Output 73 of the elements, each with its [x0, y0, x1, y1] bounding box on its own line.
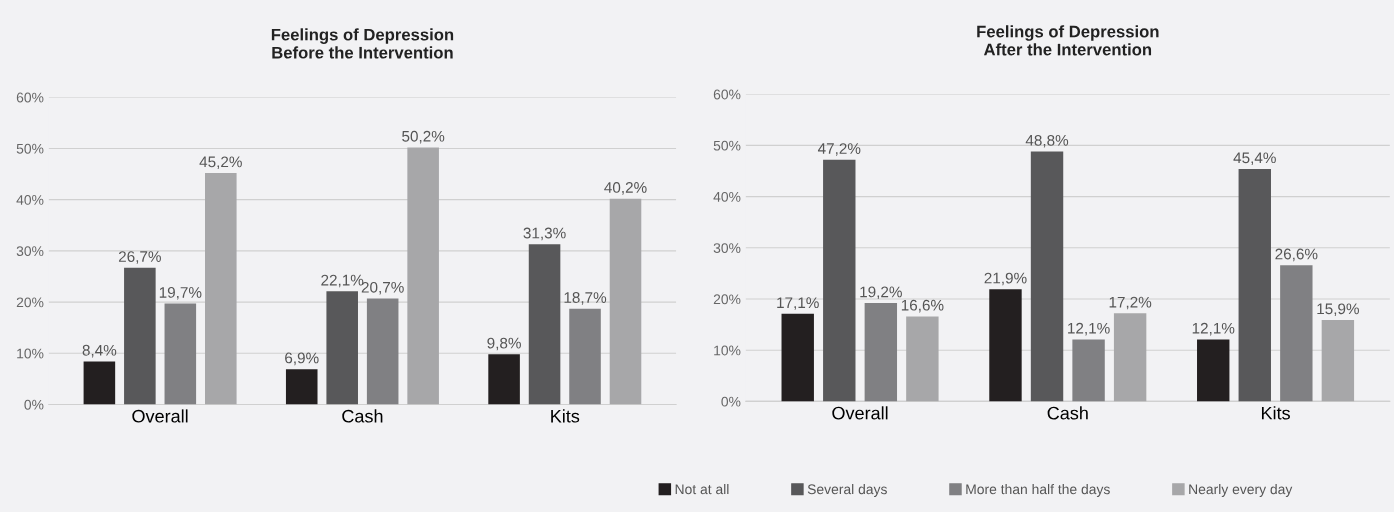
data-label: 47,2% [817, 143, 861, 156]
bar [366, 298, 399, 405]
bar [1280, 265, 1313, 402]
data-label: 17,2% [1109, 296, 1152, 310]
bar [528, 244, 561, 405]
y-tick-label: 60% [713, 89, 741, 100]
bar [609, 198, 642, 405]
data-label: 17,1% [777, 297, 819, 310]
y-tick-label: 50% [713, 140, 741, 151]
legend-label: More than half the days [966, 483, 1110, 497]
legend-label: Not at all [675, 483, 729, 495]
data-label: 45,2% [199, 156, 242, 170]
bar [83, 361, 116, 405]
bar [205, 173, 237, 405]
data-label: 12,1% [1068, 322, 1110, 336]
data-label: 19,2% [860, 286, 902, 300]
x-tick-label: Cash [1047, 406, 1088, 420]
legend-label: Several days [807, 483, 887, 497]
x-tick-label: Kits [1261, 406, 1290, 420]
data-label: 6,9% [285, 352, 319, 366]
data-label: 12,1% [1192, 322, 1235, 336]
bar [326, 291, 358, 405]
y-tick-label: 60% [16, 92, 44, 103]
bar [285, 369, 318, 405]
y-tick-label: 40% [16, 195, 44, 205]
data-label: 40,2% [604, 182, 647, 195]
y-tick-label: 50% [16, 143, 44, 154]
data-label: 22,1% [321, 274, 364, 288]
data-label: 19,7% [159, 287, 202, 300]
data-label: 8,4% [82, 344, 117, 358]
y-tick-label: 20% [16, 297, 44, 308]
bar [906, 316, 939, 402]
bar [1197, 339, 1230, 402]
y-tick-label: 10% [714, 345, 741, 356]
data-label: 21,9% [984, 272, 1027, 286]
x-tick-label: Kits [551, 409, 580, 423]
y-tick-label: 30% [16, 246, 44, 257]
bar [407, 147, 439, 405]
data-label: 45,4% [1233, 152, 1276, 165]
bar [781, 313, 814, 402]
legend-label: Nearly every day [1189, 483, 1293, 497]
chart-title: Feelings of Depression Before the Intervention [271, 28, 454, 59]
bar [1238, 168, 1271, 402]
bar [989, 289, 1022, 402]
data-label: 26,7% [118, 251, 161, 264]
data-label: 9,8% [487, 337, 521, 351]
bar [1113, 313, 1147, 402]
data-label: 48,8% [1025, 134, 1069, 148]
y-tick-label: 40% [713, 191, 741, 202]
y-tick-label: 30% [713, 243, 741, 253]
data-label: 16,6% [901, 299, 944, 313]
data-label: 18,7% [564, 292, 607, 305]
bar [1321, 320, 1355, 402]
bar [823, 159, 856, 402]
x-tick-label: Overall [132, 409, 188, 423]
bar [569, 308, 601, 405]
bar [1072, 339, 1105, 402]
bar [124, 267, 156, 405]
bar [164, 303, 197, 405]
bar [864, 303, 898, 402]
data-label: 31,3% [523, 227, 566, 241]
y-tick-label: 0% [24, 399, 44, 410]
x-tick-label: Overall [832, 406, 888, 420]
y-tick-label: 0% [721, 396, 741, 407]
data-label: 15,9% [1317, 303, 1359, 317]
bar [488, 354, 520, 405]
bar [1030, 151, 1064, 402]
data-label: 26,6% [1275, 248, 1318, 262]
y-tick-label: 10% [17, 348, 44, 359]
x-tick-label: Cash [342, 409, 383, 423]
y-tick-label: 20% [713, 294, 741, 305]
chart-title: Feelings of Depression After the Intervention [977, 25, 1159, 56]
data-label: 50,2% [402, 130, 445, 144]
